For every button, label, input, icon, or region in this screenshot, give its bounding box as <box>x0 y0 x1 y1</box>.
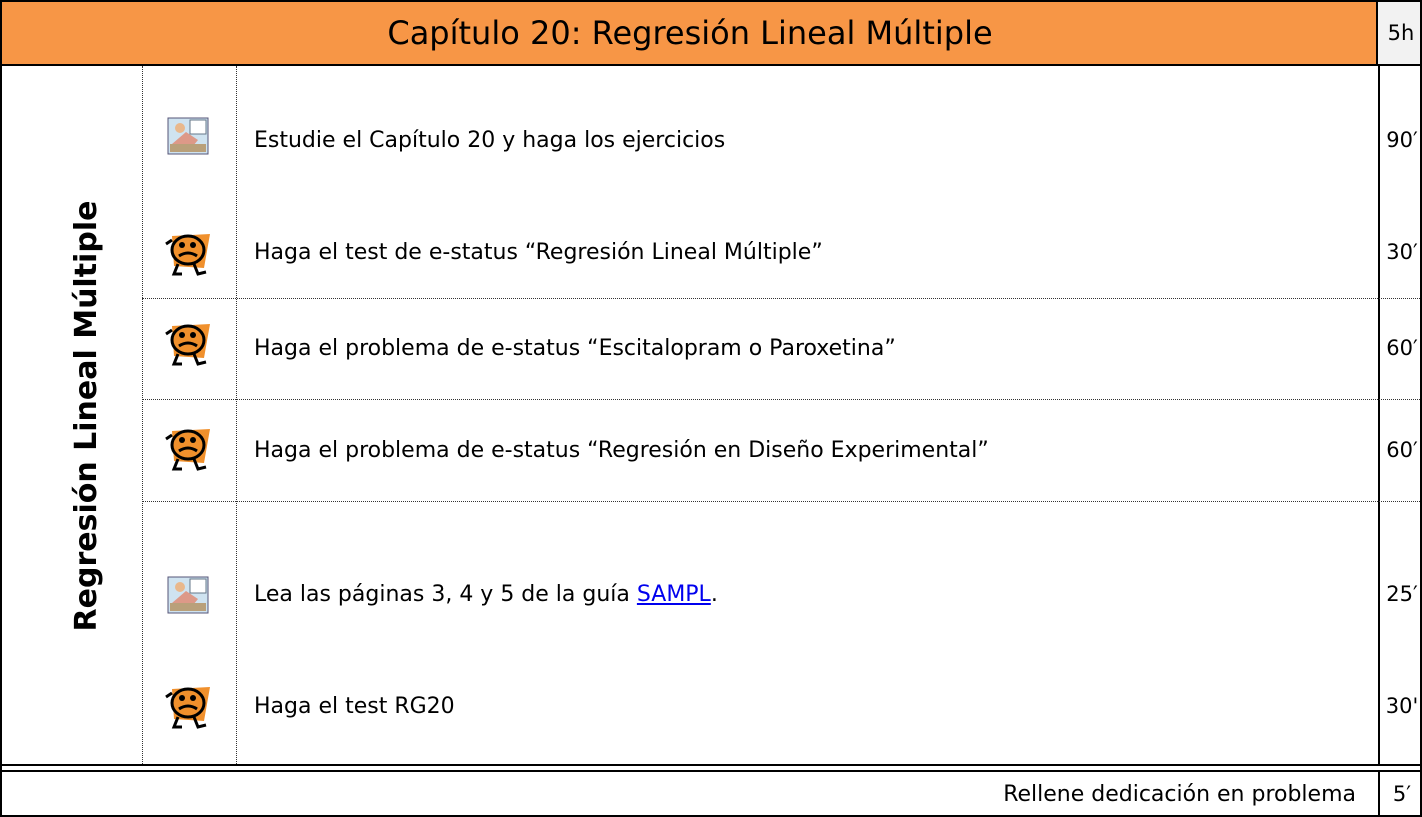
item-text: Estudie el Capítulo 20 y haga los ejerci… <box>254 128 726 153</box>
column-line <box>142 66 143 764</box>
row-line <box>142 501 1420 502</box>
icon-test <box>164 685 212 729</box>
item-text: Lea las páginas 3, 4 y 5 de la guía <box>254 582 637 607</box>
footer-divider <box>2 764 1420 772</box>
icon-study <box>167 117 209 155</box>
row-line <box>142 298 1420 299</box>
footer-text: Rellene dedicación en problema <box>1003 782 1356 807</box>
item-minutes: 30′ <box>1386 240 1418 264</box>
item-text: Haga el test de e-status “Regresión Line… <box>254 240 823 265</box>
column-line <box>1378 66 1380 766</box>
header-hours: 5h <box>1378 2 1420 66</box>
icon-study <box>167 576 209 614</box>
item-text: Haga el problema de e-status “Regresión … <box>254 438 989 463</box>
item-text: Haga el problema de e-status “Escitalopr… <box>254 336 896 361</box>
icon-test <box>164 322 212 366</box>
row-line <box>142 399 1420 400</box>
header-title: Capítulo 20: Regresión Lineal Múltiple <box>387 14 993 52</box>
item-suffix: . <box>710 582 718 607</box>
item-minutes: 60′ <box>1386 438 1418 462</box>
header-bar <box>2 2 1378 66</box>
item-text: Haga el test RG20 <box>254 694 455 719</box>
icon-test <box>164 427 212 471</box>
item-text-line: Lea las páginas 3, 4 y 5 de la guía SAMP… <box>254 582 718 607</box>
item-link[interactable]: SAMPL <box>636 582 711 607</box>
column-line <box>236 66 237 764</box>
item-minutes: 90′ <box>1386 128 1418 152</box>
item-minutes: 30' <box>1385 694 1419 718</box>
icon-test <box>164 232 212 276</box>
column-line <box>1378 772 1380 815</box>
footer-minutes: 5′ <box>1392 782 1412 806</box>
item-minutes: 25′ <box>1386 582 1418 606</box>
item-minutes: 60′ <box>1386 336 1418 360</box>
